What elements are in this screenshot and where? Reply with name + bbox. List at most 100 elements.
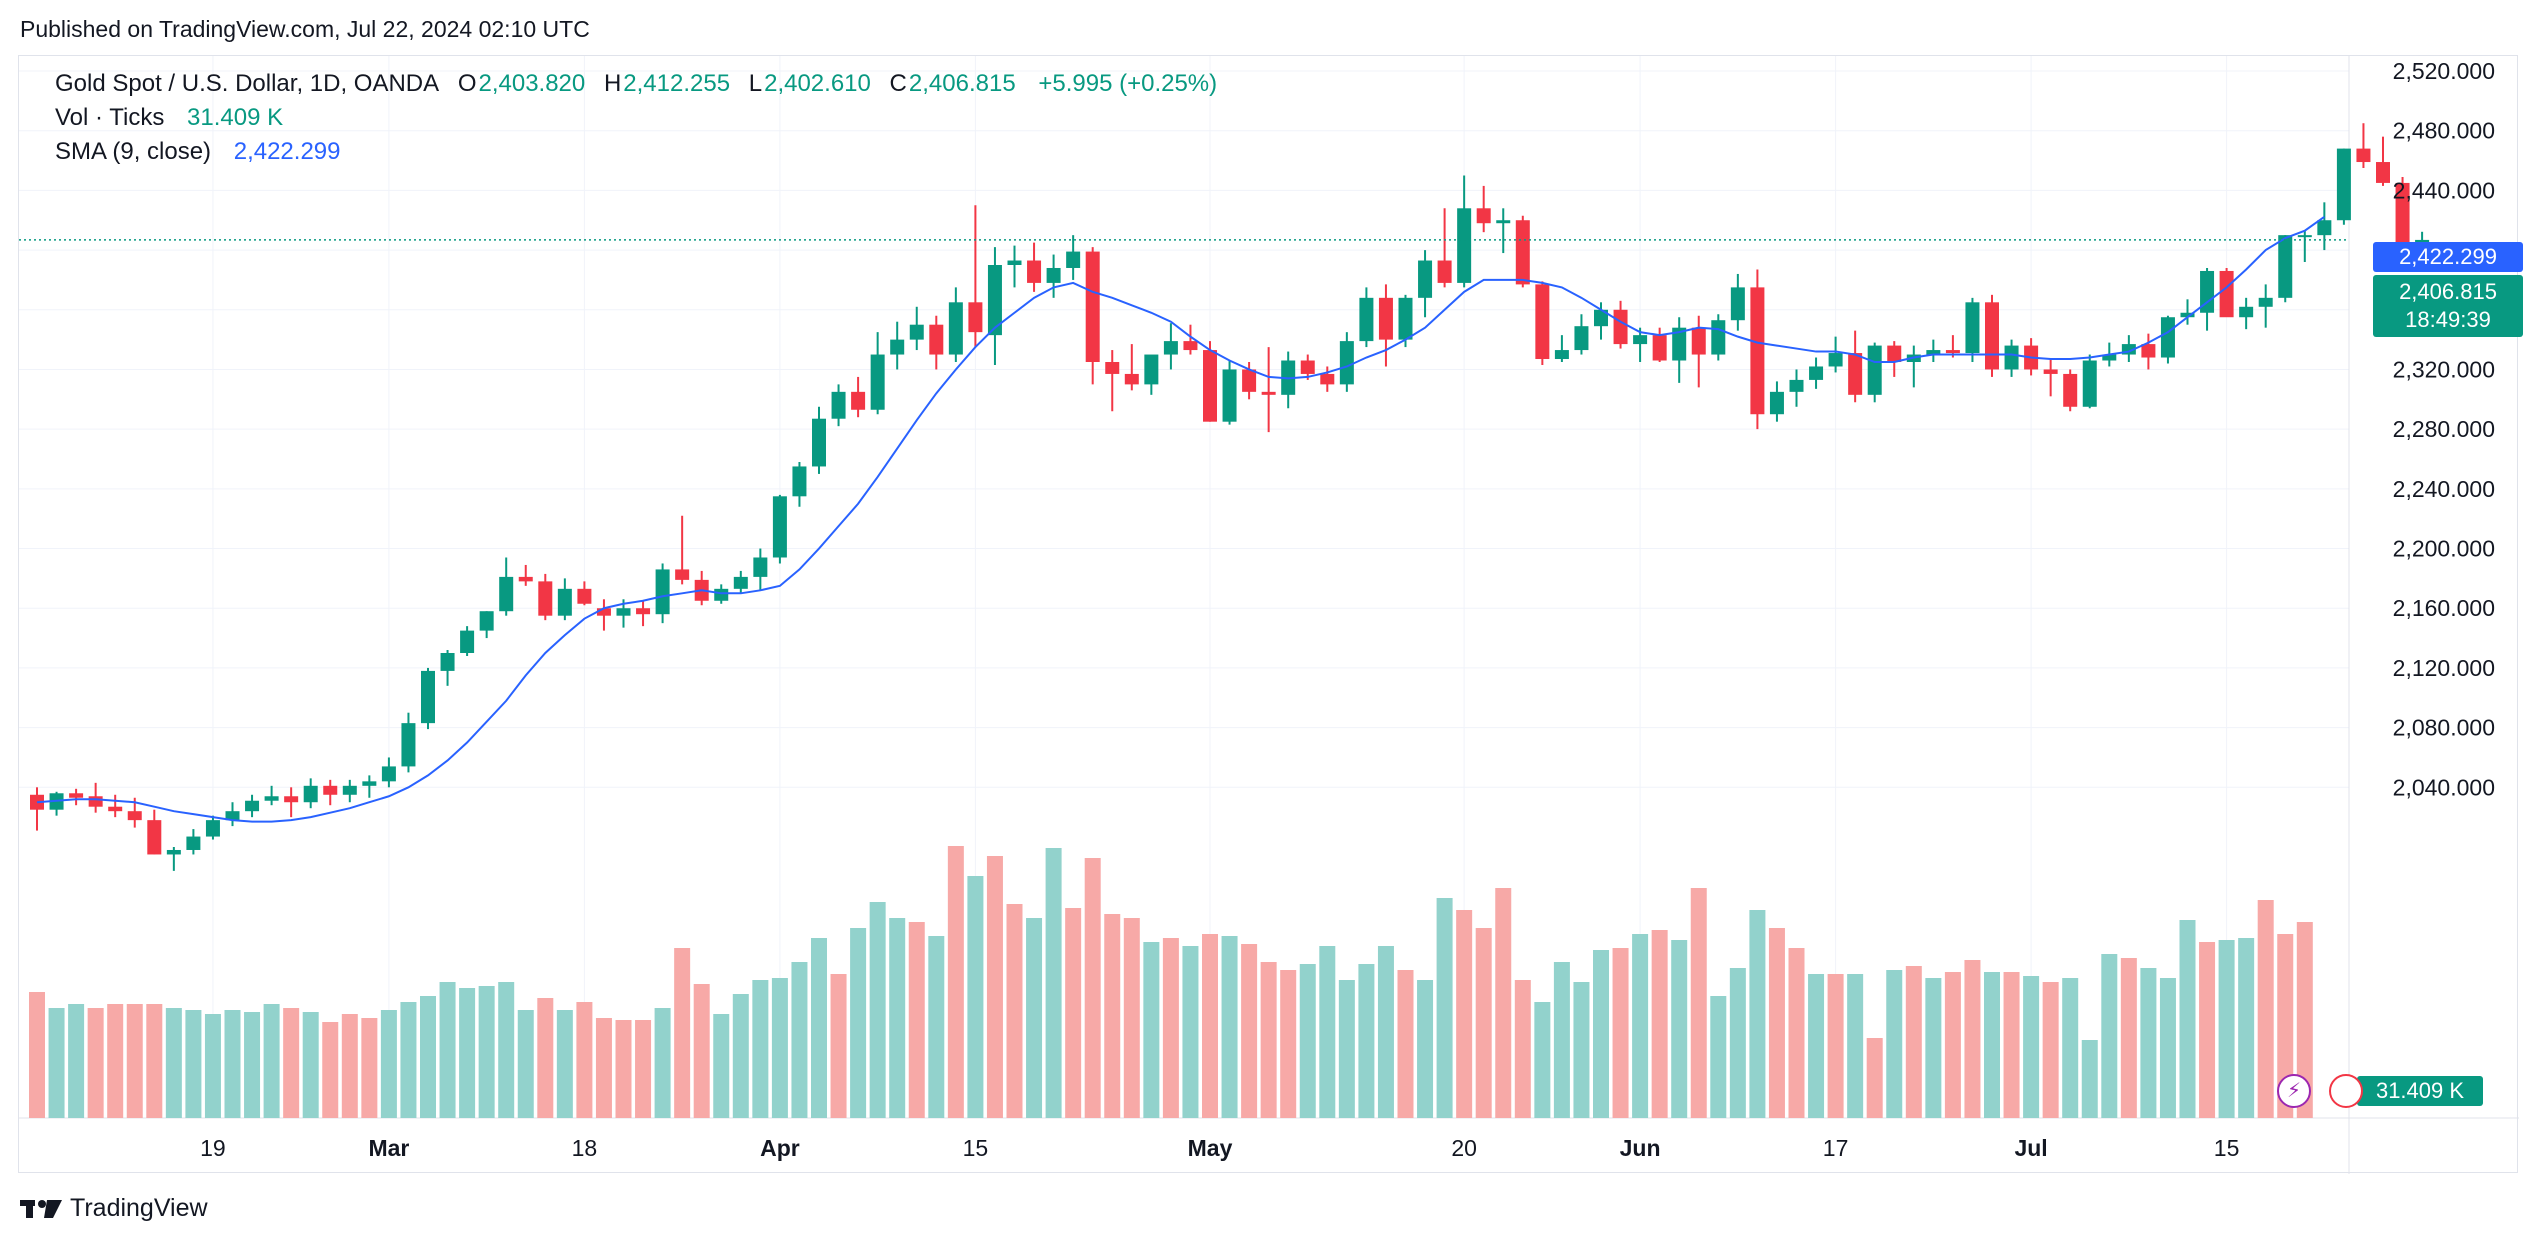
volume-bar xyxy=(1436,898,1453,1118)
volume-bar xyxy=(1299,964,1316,1118)
candle-body xyxy=(1613,309,1628,345)
candle-body xyxy=(1926,350,1941,355)
candle-body xyxy=(1359,297,1374,342)
legend-open-label: O xyxy=(457,70,477,97)
volume-bar xyxy=(1944,972,1961,1118)
volume-bar xyxy=(459,988,476,1118)
candle-body xyxy=(2258,297,2273,307)
flag-icon[interactable] xyxy=(2329,1074,2363,1108)
lightning-icon[interactable]: ⚡ xyxy=(2277,1074,2311,1108)
candle-body xyxy=(245,800,260,812)
candle-body xyxy=(1535,284,1550,360)
candle-body xyxy=(1007,260,1022,265)
candle-body xyxy=(2356,148,2371,163)
candle-body xyxy=(1085,251,1100,362)
y-tick-label: 2,520.000 xyxy=(2393,58,2495,84)
volume-bar xyxy=(1905,966,1922,1118)
legend-sma-label[interactable]: SMA (9, close) xyxy=(55,138,212,165)
y-tick-label: 2,080.000 xyxy=(2393,715,2495,741)
volume-bar xyxy=(2179,920,2196,1118)
candle-body xyxy=(1652,335,1667,361)
volume-bar xyxy=(2101,954,2118,1118)
candle-body xyxy=(1476,208,1491,224)
legend-volume-value: 31.409 K xyxy=(187,104,284,131)
candle-body xyxy=(675,569,690,580)
volume-bar xyxy=(1651,930,1668,1118)
volume-bar xyxy=(48,1008,65,1118)
volume-bar xyxy=(1749,910,1766,1118)
volume-bar xyxy=(1925,978,1942,1118)
candle-body xyxy=(792,466,807,497)
candle-body xyxy=(518,576,533,582)
candle-body xyxy=(1965,302,1980,354)
candle-body xyxy=(1769,391,1784,415)
volume-bar xyxy=(1338,980,1355,1118)
volume-bar xyxy=(986,856,1003,1118)
legend-symbol[interactable]: Gold Spot / U.S. Dollar, 1D, OANDA xyxy=(55,70,440,97)
candle-body xyxy=(1574,326,1589,351)
candle-body xyxy=(831,391,846,419)
volume-bar xyxy=(165,1008,182,1118)
candle-body xyxy=(870,354,885,410)
candle-body xyxy=(2141,344,2156,358)
volume-bar xyxy=(1514,980,1531,1118)
volume-bar xyxy=(2081,1040,2098,1118)
x-tick-label: Mar xyxy=(368,1135,409,1161)
tradingview-logo[interactable]: TradingView xyxy=(20,1194,208,1223)
volume-bar xyxy=(68,1004,85,1118)
volume-bar xyxy=(1221,936,1238,1118)
volume-bar xyxy=(1202,934,1218,1118)
candle-body xyxy=(1242,369,1257,392)
volume-bar xyxy=(1417,980,1434,1118)
candle-body xyxy=(127,811,142,821)
volume-bar xyxy=(1984,972,2000,1118)
candle-body xyxy=(1378,297,1393,340)
volume-bar xyxy=(1573,982,1590,1118)
volume-bar xyxy=(2277,934,2294,1118)
candle-body xyxy=(1046,267,1061,283)
candle-body xyxy=(616,608,631,616)
volume-bar xyxy=(791,962,808,1118)
candle-body xyxy=(1750,287,1765,415)
legend-volume-label[interactable]: Vol · Ticks xyxy=(55,104,165,131)
candle-body xyxy=(1809,366,1824,380)
volume-bar xyxy=(1026,918,1043,1118)
candle-body xyxy=(499,576,514,612)
candle-body xyxy=(342,785,357,795)
volume-bar xyxy=(204,1014,221,1118)
volume-bar xyxy=(693,984,710,1118)
volume-bar xyxy=(224,1010,241,1118)
volume-bar xyxy=(361,1018,378,1118)
candle-body xyxy=(362,781,377,786)
legend-change: +5.995 (+0.25%) xyxy=(1038,70,1218,97)
candle-body xyxy=(1789,379,1804,392)
volume-bar xyxy=(1084,858,1101,1118)
published-header: Published on TradingView.com, Jul 22, 20… xyxy=(20,16,590,42)
candle-body xyxy=(440,653,455,671)
volume-bar xyxy=(1475,928,1492,1118)
x-tick-label: 19 xyxy=(200,1135,226,1161)
price-chart-svg[interactable]: 2,040.000 2,080.000 2,120.000 2,160.000 2,20… xyxy=(19,56,2519,1174)
volume-bar xyxy=(439,982,456,1118)
last-price-tag: 2,406.815 18:49:39 xyxy=(2373,275,2523,337)
brand-name: TradingView xyxy=(70,1194,208,1222)
volume-bar xyxy=(752,980,769,1118)
volume-bar xyxy=(556,1010,573,1118)
volume-bar xyxy=(420,996,436,1118)
volume-bar xyxy=(1847,974,1864,1118)
y-tick-label: 2,040.000 xyxy=(2393,774,2495,800)
candle-body xyxy=(772,496,787,558)
candle-body xyxy=(108,806,123,812)
volume-bar xyxy=(595,1018,612,1118)
candle-body xyxy=(1418,260,1433,298)
volume-bar xyxy=(1456,910,1473,1118)
y-tick-label: 2,320.000 xyxy=(2393,356,2495,382)
candle-body xyxy=(1730,287,1745,321)
chart-frame[interactable]: 2,040.000 2,080.000 2,120.000 2,160.000 2,20… xyxy=(18,55,2523,1174)
volume-bar xyxy=(1182,946,1199,1118)
volume-bar xyxy=(244,1012,261,1118)
legend-open-value: 2,403.820 xyxy=(478,70,586,97)
volume-bar xyxy=(1104,914,1121,1118)
candle-body xyxy=(1300,360,1315,374)
y-tick-label: 2,440.000 xyxy=(2393,177,2495,203)
